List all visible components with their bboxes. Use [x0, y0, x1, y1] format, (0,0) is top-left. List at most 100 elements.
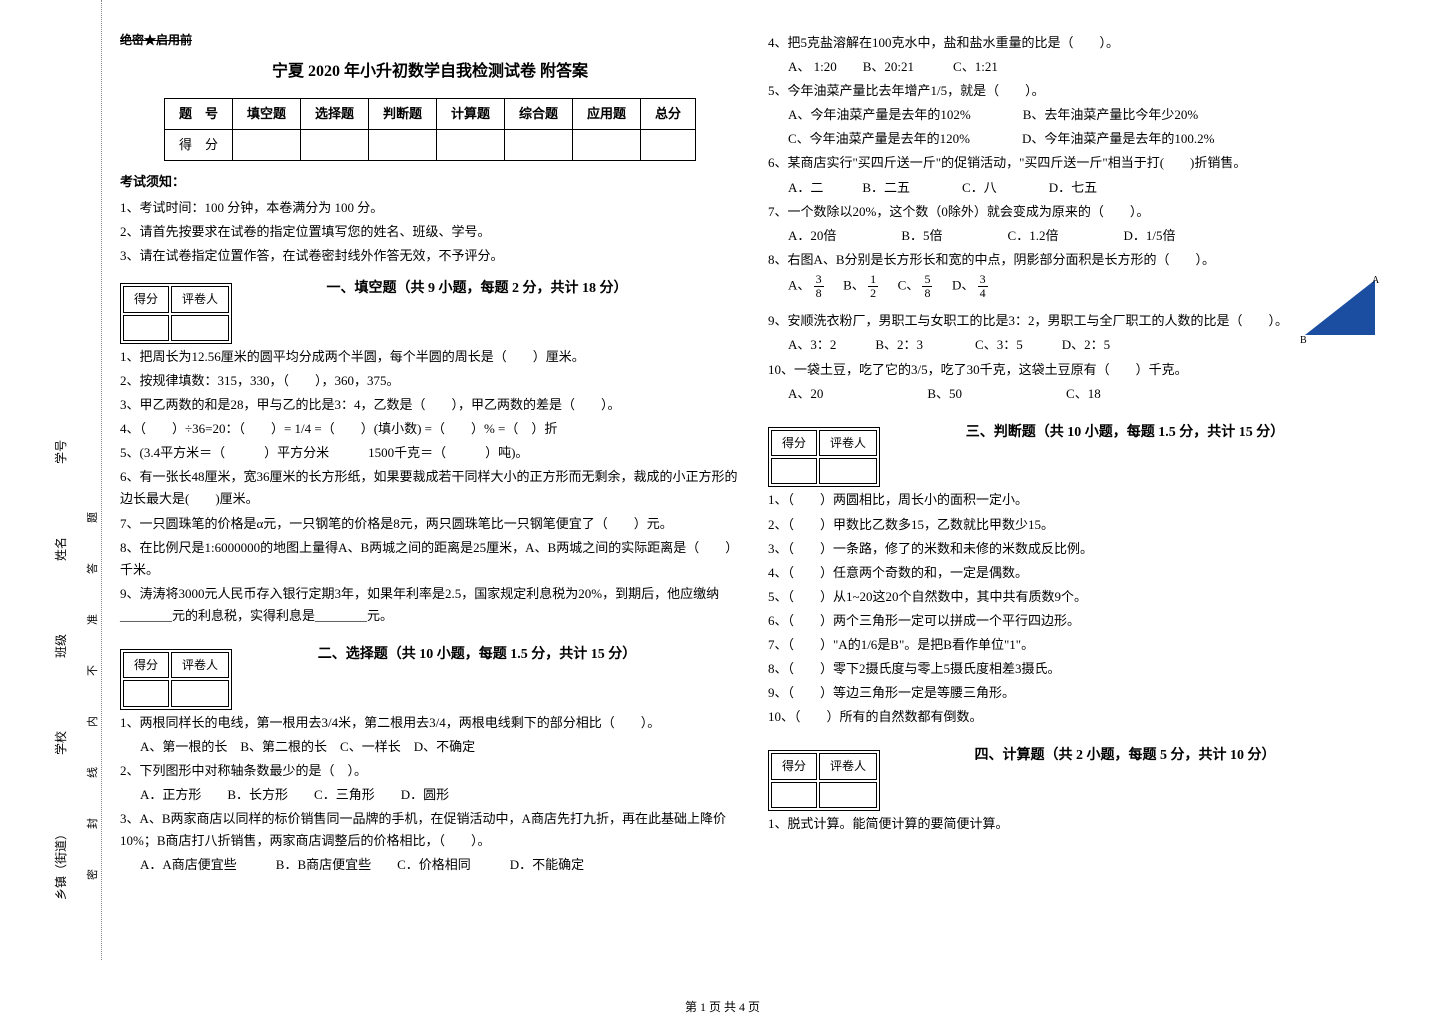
sh-7: 总分: [641, 98, 696, 129]
judge-q2: 2、（ ）甲数比乙数多15，乙数就比甲数少15。: [768, 514, 1388, 536]
sb2-c2: 评卷人: [171, 652, 229, 678]
choice-q9: 9、安顺洗衣粉厂，男职工与女职工的比是3：2，男职工与全厂职工的人数的比是（ ）…: [768, 310, 1388, 332]
q8c-pre: C、: [898, 278, 920, 293]
page-footer: 第 1 页 共 4 页: [0, 998, 1445, 1015]
calc-q1: 1、脱式计算。能简便计算的要简便计算。: [768, 813, 1388, 835]
bm-field-3: 姓名: [54, 537, 68, 561]
sh-3: 判断题: [368, 98, 436, 129]
sr-1: [232, 129, 300, 160]
q8d-pre: D、: [952, 278, 974, 293]
note-2: 2、请首先按要求在试卷的指定位置填写您的姓名、班级、学号。: [120, 221, 740, 243]
judge-q9: 9、（ ）等边三角形一定是等腰三角形。: [768, 682, 1388, 704]
binding-margin: 乡镇（街道） 学校 班级 姓名 学号 密封线内不准答题: [12, 0, 102, 960]
section-1-title: 一、填空题（共 9 小题，每题 2 分，共计 18 分）: [232, 277, 722, 301]
secret-marker: 绝密★启用前: [120, 30, 740, 50]
fill-q7: 7、一只圆珠笔的价格是α元，一只钢笔的价格是8元，两只圆珠笔比一只钢笔便宜了（ …: [120, 513, 740, 535]
scorebox-1: 得分评卷人: [120, 283, 232, 344]
scorebox-3: 得分评卷人: [768, 427, 880, 488]
sb4-c1: 得分: [771, 753, 817, 779]
bm-field-4: 学号: [54, 440, 68, 464]
choice-q4: 4、把5克盐溶解在100克水中，盐和盐水重量的比是（ ）。: [768, 32, 1388, 54]
sb4-b2: [819, 782, 877, 808]
rectangle-figure: A B: [1300, 275, 1380, 345]
q8c-frac: 58: [922, 273, 932, 300]
fill-q6: 6、有一张长48厘米，宽36厘米的长方形纸，如果要裁成若干同样大小的正方形而无剩…: [120, 466, 740, 510]
judge-q1: 1、（ ）两圆相比，周长小的面积一定小。: [768, 489, 1388, 511]
sh-0: 题 号: [164, 98, 232, 129]
sh-5: 综合题: [505, 98, 573, 129]
q8b-frac: 12: [868, 273, 878, 300]
figure-label-b: B: [1300, 335, 1307, 345]
sr-label: 得 分: [164, 129, 232, 160]
choice-q5-opts2: C、今年油菜产量是去年的120% D、今年油菜产量是去年的100.2%: [788, 128, 1388, 150]
choice-q4-opts: A、 1:20 B、20:21 C、1:21: [788, 56, 1388, 78]
score-value-row: 得 分: [164, 129, 695, 160]
section-2-title: 二、选择题（共 10 小题，每题 1.5 分，共计 15 分）: [232, 643, 722, 667]
fill-q5: 5、(3.4平方米＝（ ）平方分米 1500千克＝（ ）吨)。: [120, 442, 740, 464]
q8d-frac: 34: [978, 273, 988, 300]
choice-q6-opts: A．二 B．二五 C．八 D．七五: [788, 177, 1388, 199]
sb1-c2: 评卷人: [171, 286, 229, 312]
fill-q8: 8、在比例尺是1:6000000的地图上量得A、B两城之间的距离是25厘米，A、…: [120, 537, 740, 581]
score-header-row: 题 号 填空题 选择题 判断题 计算题 综合题 应用题 总分: [164, 98, 695, 129]
section-4-title: 四、计算题（共 2 小题，每题 5 分，共计 10 分）: [880, 744, 1370, 768]
right-column: 4、把5克盐溶解在100克水中，盐和盐水重量的比是（ ）。 A、 1:20 B、…: [768, 30, 1388, 878]
fill-q2: 2、按规律填数：315，330，（ ），360，375。: [120, 370, 740, 392]
sb4-b1: [771, 782, 817, 808]
notes-list: 1、考试时间：100 分钟，本卷满分为 100 分。 2、请首先按要求在试卷的指…: [120, 197, 740, 267]
judge-q7: 7、（ ）"A的1/6是B"。是把B看作单位"1"。: [768, 634, 1388, 656]
bm-field-2: 班级: [54, 634, 68, 658]
sr-5: [505, 129, 573, 160]
choice-q7: 7、一个数除以20%，这个数（0除外）就会变成为原来的（ ）。: [768, 201, 1388, 223]
sb3-b1: [771, 458, 817, 484]
sb1-b1: [123, 315, 169, 341]
sb3-c2: 评卷人: [819, 430, 877, 456]
note-1: 1、考试时间：100 分钟，本卷满分为 100 分。: [120, 197, 740, 219]
sr-3: [368, 129, 436, 160]
choice-q2: 2、下列图形中对称轴条数最少的是（ ）。: [120, 760, 740, 782]
bm-field-0: 乡镇（街道）: [54, 828, 68, 900]
sb2-b1: [123, 680, 169, 706]
figure-label-a: A: [1372, 275, 1380, 286]
shaded-triangle: [1305, 280, 1375, 335]
section-3-title: 三、判断题（共 10 小题，每题 1.5 分，共计 15 分）: [880, 421, 1370, 445]
sr-7: [641, 129, 696, 160]
sb2-b2: [171, 680, 229, 706]
judge-q4: 4、（ ）任意两个奇数的和，一定是偶数。: [768, 562, 1388, 584]
score-table: 题 号 填空题 选择题 判断题 计算题 综合题 应用题 总分 得 分: [164, 98, 696, 161]
fill-q4: 4、（ ）÷36=20：（ ）= 1/4 =（ ）(填小数) =（ ）% =（ …: [120, 418, 740, 440]
choice-q5: 5、今年油菜产量比去年增产1/5，就是（ ）。: [768, 80, 1388, 102]
fill-q3: 3、甲乙两数的和是28，甲与乙的比是3：4，乙数是（ ），甲乙两数的差是（ ）。: [120, 394, 740, 416]
choice-q6: 6、某商店实行"买四斤送一斤"的促销活动，"买四斤送一斤"相当于打( )折销售。: [768, 152, 1388, 174]
sh-2: 选择题: [300, 98, 368, 129]
left-column: 绝密★启用前 宁夏 2020 年小升初数学自我检测试卷 附答案 题 号 填空题 …: [120, 30, 740, 878]
choice-q7-opts: A．20倍 B．5倍 C．1.2倍 D．1/5倍: [788, 225, 1388, 247]
sr-6: [573, 129, 641, 160]
binding-fields: 乡镇（街道） 学校 班级 姓名 学号: [52, 370, 69, 900]
fill-q9: 9、涛涛将3000元人民币存入银行定期3年，如果年利率是2.5，国家规定利息税为…: [120, 583, 740, 627]
judge-q10: 10、（ ）所有的自然数都有倒数。: [768, 706, 1388, 728]
scorebox-4: 得分评卷人: [768, 750, 880, 811]
choice-q10-opts: A、20 B、50 C、18: [788, 383, 1388, 405]
sr-4: [437, 129, 505, 160]
sb1-c1: 得分: [123, 286, 169, 312]
sh-4: 计算题: [437, 98, 505, 129]
paper-title: 宁夏 2020 年小升初数学自我检测试卷 附答案: [120, 58, 740, 85]
sb2-c1: 得分: [123, 652, 169, 678]
choice-q9-opts: A、3：2 B、2：3 C、3：5 D、2：5: [788, 334, 1388, 356]
q8a-pre: A、: [788, 278, 810, 293]
sr-2: [300, 129, 368, 160]
sb1-b2: [171, 315, 229, 341]
choice-q10: 10、一袋土豆，吃了它的3/5，吃了30千克，这袋土豆原有（ ）千克。: [768, 359, 1388, 381]
sb3-b2: [819, 458, 877, 484]
sh-1: 填空题: [232, 98, 300, 129]
judge-q5: 5、（ ）从1~20这20个自然数中，其中共有质数9个。: [768, 586, 1388, 608]
notes-title: 考试须知：: [120, 171, 740, 193]
choice-q8-opts: A、 38 B、 12 C、 58 D、 34: [788, 273, 1388, 300]
judge-q6: 6、（ ）两个三角形一定可以拼成一个平行四边形。: [768, 610, 1388, 632]
judge-q3: 3、（ ）一条路，修了的米数和未修的米数成反比例。: [768, 538, 1388, 560]
sb3-c1: 得分: [771, 430, 817, 456]
choice-q1-opts: A、第一根的长 B、第二根的长 C、一样长 D、不确定: [140, 736, 740, 758]
judge-q8: 8、（ ）零下2摄氏度与零上5摄氏度相差3摄氏。: [768, 658, 1388, 680]
q8a-frac: 38: [814, 273, 824, 300]
